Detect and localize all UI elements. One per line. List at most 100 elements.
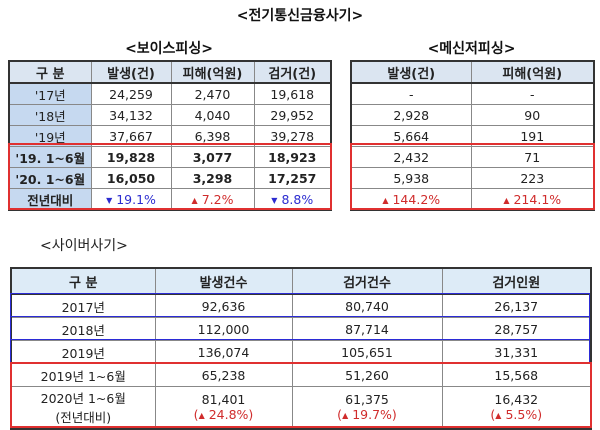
- table-row: '19. 1~6월 19,828 3,077 18,923: [8, 146, 332, 168]
- cell: 2,432: [350, 146, 472, 168]
- row-label: 전년대비: [8, 188, 92, 211]
- value: 81,401: [201, 392, 246, 408]
- header: 피해(억원): [170, 60, 255, 84]
- cell: 92,636: [154, 293, 293, 318]
- value: 16,432: [494, 392, 539, 408]
- row-label: '19. 1~6월: [8, 146, 92, 168]
- change-value: 19.7%: [352, 407, 392, 423]
- cell: 191: [470, 125, 595, 147]
- row-label: 2019년 1~6월: [10, 363, 156, 387]
- page-title: <전기통신금융사기>: [236, 8, 364, 24]
- cell: 105,651: [291, 340, 443, 364]
- header: 구 분: [10, 267, 156, 295]
- cell: 3,298: [170, 167, 255, 189]
- cell: 15,568: [441, 363, 592, 387]
- cell: 5,664: [350, 125, 472, 147]
- up-triangle-icon: ▲: [198, 411, 205, 421]
- cell: 24,259: [90, 82, 172, 105]
- table-row: '17년 24,259 2,470 19,618: [8, 82, 332, 105]
- change-cell: ▲ 214.1%: [470, 188, 595, 211]
- row-label: 2019년: [10, 340, 156, 364]
- cell: 2,470: [170, 82, 255, 105]
- change-value: 19.1%: [116, 191, 156, 207]
- row-label: 2020년 1~6월 (전년대비): [10, 386, 156, 429]
- row-label: '17년: [8, 82, 92, 105]
- table-row: 2018년 112,000 87,714 28,757: [10, 317, 592, 341]
- cell: 5,938: [350, 167, 472, 189]
- cell: 90: [470, 104, 595, 126]
- cell: 65,238: [154, 363, 293, 387]
- cell: 80,740: [291, 293, 443, 318]
- row-label: 2018년: [10, 317, 156, 341]
- up-triangle-icon: ▲: [495, 411, 502, 421]
- change-value: 5.5%: [505, 407, 538, 423]
- cell: 6,398: [170, 125, 255, 147]
- cell: 16,432 (▲ 5.5%): [441, 386, 592, 429]
- table-row: '18년 34,132 4,040 29,952: [8, 104, 332, 126]
- header: 구 분: [8, 60, 92, 84]
- cell: 223: [470, 167, 595, 189]
- header: 발생건수: [154, 267, 293, 295]
- change-value: 8.8%: [281, 191, 314, 207]
- messenger-phishing-title: <메신저피싱>: [427, 41, 516, 57]
- row-label: '18년: [8, 104, 92, 126]
- voice-phishing-title: <보이스피싱>: [125, 41, 213, 57]
- header: 검거건수: [291, 267, 443, 295]
- value: 61,375: [345, 392, 389, 408]
- cell: 3,077: [170, 146, 255, 168]
- header: 발생(건): [90, 60, 172, 84]
- cell: 18,923: [253, 146, 332, 168]
- up-triangle-icon: ▲: [342, 411, 349, 421]
- change-value: 144.2%: [392, 191, 441, 207]
- table-row: '20. 1~6월 16,050 3,298 17,257: [8, 167, 332, 189]
- cell: 71: [470, 146, 595, 168]
- row-label: 2017년: [10, 293, 156, 318]
- up-triangle-icon: ▲: [382, 195, 389, 205]
- table-row: 2,928 90: [350, 104, 595, 126]
- cell: 29,952: [253, 104, 332, 126]
- cyber-fraud-table: 구 분 발생건수 검거건수 검거인원 2017년 92,636 80,740 26,137 …: [10, 267, 592, 430]
- table-row: '19년 37,667 6,398 39,278: [8, 125, 332, 147]
- cell: 61,375 (▲ 19.7%): [291, 386, 443, 429]
- row-label: '19년: [8, 125, 92, 147]
- cell: 26,137: [441, 293, 592, 318]
- change-row: 전년대비 ▼ 19.1% ▲ 7.2% ▼ 8.8%: [8, 188, 332, 211]
- cell: 31,331: [441, 340, 592, 364]
- up-triangle-icon: ▲: [503, 195, 510, 205]
- cell: 4,040: [170, 104, 255, 126]
- cell: 87,714: [291, 317, 443, 341]
- table-row: 2019년 1~6월 65,238 51,260 15,568: [10, 363, 592, 387]
- cell: 19,828: [90, 146, 172, 168]
- change-cell: ▲ 7.2%: [170, 188, 255, 211]
- cell: 17,257: [253, 167, 332, 189]
- down-triangle-icon: ▼: [271, 195, 278, 205]
- cell: -: [470, 82, 595, 105]
- cell: 28,757: [441, 317, 592, 341]
- messenger-phishing-table: 발생(건) 피해(억원) -- 2,928 90 5,664 191 2,432 71 …: [350, 60, 595, 211]
- cell: 112,000: [154, 317, 293, 341]
- cyber-fraud-title: <사이버사기>: [40, 238, 128, 254]
- change-value: 7.2%: [201, 191, 234, 207]
- header: 발생(건): [350, 60, 472, 84]
- table-row: 2017년 92,636 80,740 26,137: [10, 293, 592, 318]
- change-value: 24.8%: [208, 407, 249, 423]
- down-triangle-icon: ▼: [106, 195, 113, 205]
- cell: -: [350, 82, 472, 105]
- table-row: 5,664 191: [350, 125, 595, 147]
- up-triangle-icon: ▲: [191, 195, 198, 205]
- table-row: --: [350, 82, 595, 105]
- cell: 39,278: [253, 125, 332, 147]
- row-label-main: 2020년 1~6월: [40, 391, 126, 407]
- header: 피해(억원): [470, 60, 595, 84]
- cell: 81,401 (▲ 24.8%): [154, 386, 293, 429]
- cell: 34,132: [90, 104, 172, 126]
- header: 검거(건): [253, 60, 332, 84]
- change-value: 214.1%: [513, 191, 562, 207]
- cell: 51,260: [291, 363, 443, 387]
- voice-phishing-table: 구 분 발생(건) 피해(억원) 검거(건) '17년 24,259 2,470 19,61…: [8, 60, 332, 211]
- cell: 2,928: [350, 104, 472, 126]
- row-label-sub: (전년대비): [55, 410, 112, 426]
- change-cell: ▲ 144.2%: [350, 188, 472, 211]
- header: 검거인원: [441, 267, 592, 295]
- change-cell: ▼ 8.8%: [253, 188, 332, 211]
